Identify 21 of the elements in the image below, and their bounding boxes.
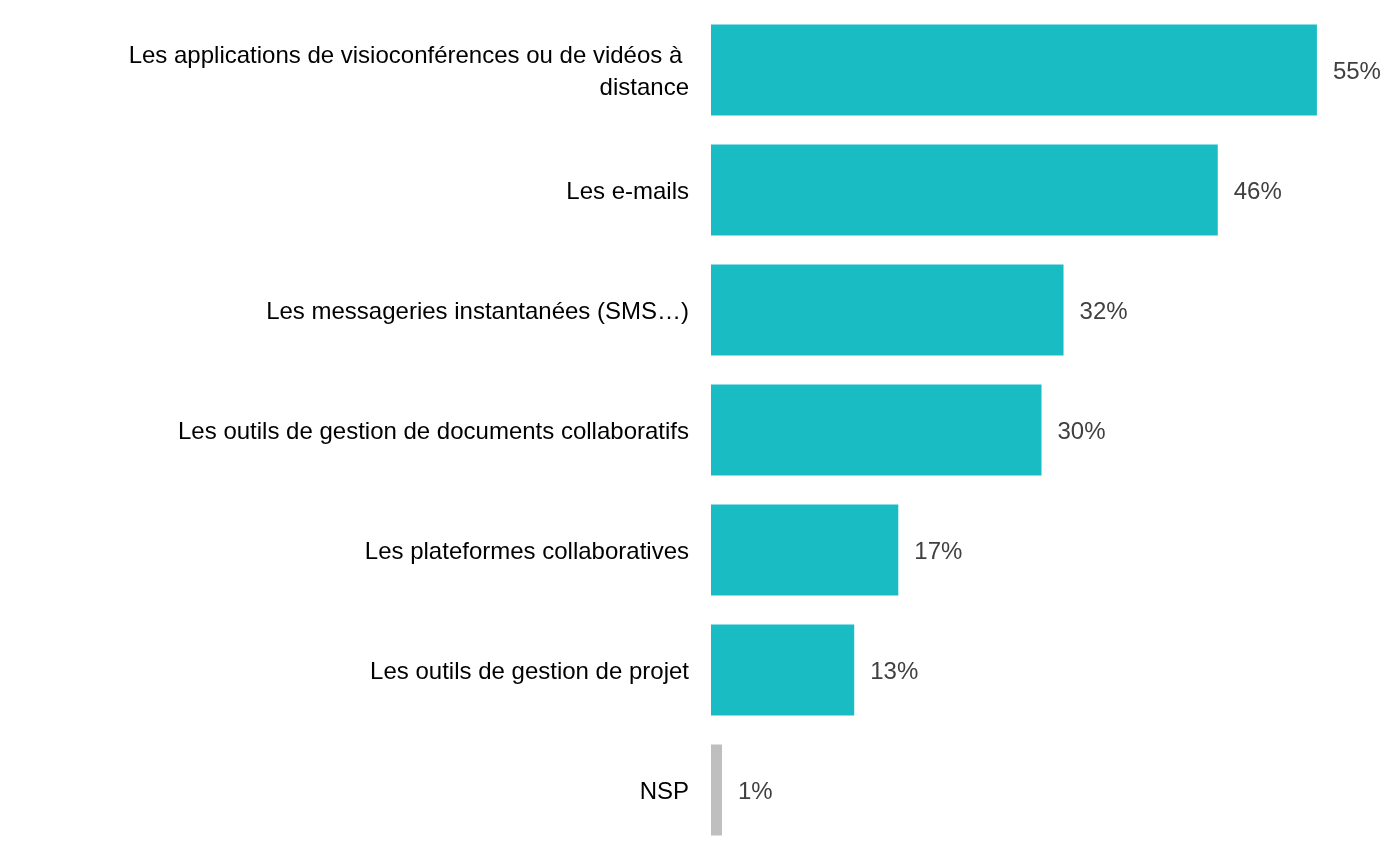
bar [711,384,1042,476]
bar [711,264,1064,356]
bar [711,504,899,596]
y-tick-label: Les outils de gestion de projet [370,656,690,684]
data-label: 55% [1332,56,1381,84]
bar [711,744,723,836]
bar [711,624,855,716]
data-label: 32% [1079,296,1128,324]
data-label: 46% [1233,176,1282,204]
data-label: 13% [870,656,919,684]
y-tick-label: Les outils de gestion de documents collaboratifs [178,416,689,444]
y-tick-label: Les plateformes collaboratives [364,536,689,564]
y-tick-label: NSP [639,776,689,804]
data-label: 30% [1057,416,1106,444]
y-tick-label: Les e-mails [566,176,689,204]
bar [711,24,1317,116]
bar [711,144,1218,236]
data-label: 1% [738,776,773,804]
y-tick-label: Les messageries instantanées (SMS…) [266,296,689,324]
data-label: 17% [914,536,963,564]
y-tick-label: Les applications de visioconférences ou de vidéos à distance [128,40,689,100]
